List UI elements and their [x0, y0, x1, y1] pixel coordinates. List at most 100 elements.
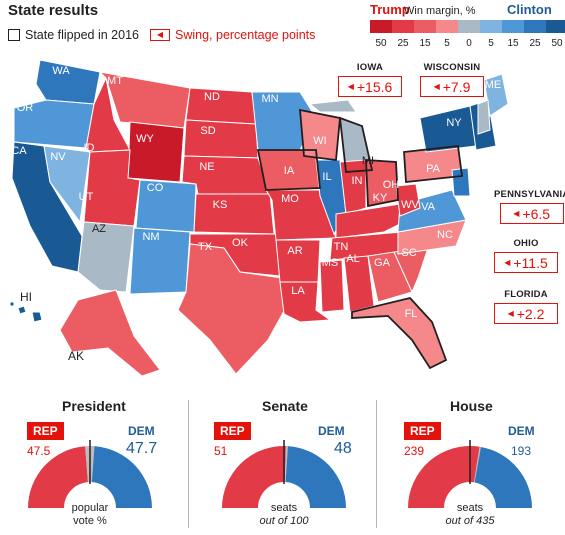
state-label-ak: AK — [68, 349, 84, 363]
president-dem-value: 47.7 — [126, 440, 158, 457]
state-label-va: VA — [421, 201, 436, 213]
swing-arrow-icon: ◀ — [150, 29, 170, 41]
state-label-al: AL — [346, 253, 359, 265]
state-label-id: ID — [84, 142, 95, 154]
senate-rep-tag: REP — [214, 422, 251, 440]
house-caption-2: out of 435 — [445, 515, 495, 527]
scale-swatch — [458, 20, 480, 33]
state-label-la: LA — [291, 285, 305, 297]
win-margin-ticks: 50 25 15 5 0 5 15 25 50 — [370, 38, 562, 50]
state-label-nc: NC — [437, 229, 453, 241]
senate-caption: seats out of 100 — [244, 502, 324, 528]
swing-wisconsin-value: +7.9 — [442, 78, 471, 95]
state-label-me: ME — [485, 79, 502, 91]
swing-iowa-label: IOWA — [356, 62, 384, 73]
swing-ohio: OHIO ◀ +11.5 — [494, 238, 558, 273]
state-label-tx: TX — [198, 241, 213, 253]
rep-arc — [408, 446, 480, 508]
scale-tick: 25 — [397, 38, 409, 49]
state-label-wv: WV — [401, 199, 419, 211]
clinton-label: Clinton — [507, 2, 552, 17]
scale-swatch — [480, 20, 502, 33]
house-rep-value: 239 — [404, 444, 425, 458]
swing-arrow-icon: ◀ — [433, 82, 440, 91]
state-nh — [477, 99, 491, 135]
state-label-pa: PA — [426, 163, 441, 175]
president-gauge — [28, 440, 152, 508]
state-label-wy: WY — [136, 133, 154, 145]
swing-arrow-icon: ◀ — [507, 309, 514, 318]
flipped-outlines — [256, 108, 464, 370]
state-label-nd: ND — [204, 91, 220, 103]
dem-arc — [285, 446, 346, 508]
senate-dem-tag: DEM — [318, 424, 345, 438]
state-co — [135, 179, 197, 233]
state-in — [339, 159, 367, 215]
scale-swatch — [392, 20, 414, 33]
house-caption-1: seats — [456, 502, 484, 514]
trump-label: Trump — [370, 2, 410, 17]
swing-florida-value: +2.2 — [516, 305, 545, 322]
swing-arrow-icon: ◀ — [504, 258, 511, 267]
state-label-mo: MO — [281, 193, 299, 205]
state-label-mt: MT — [107, 75, 123, 87]
swing-pennsylvania-value: +6.5 — [522, 205, 551, 222]
state-label-ca: CA — [11, 145, 27, 157]
swing-pennsylvania: PENNSYLVANIA ◀ +6.5 — [494, 189, 565, 224]
state-nj-md — [451, 167, 471, 197]
win-margin-scale — [370, 20, 565, 33]
swing-florida-value-box: ◀ +2.2 — [494, 303, 558, 324]
state-tx — [177, 243, 291, 375]
rep-arc — [28, 446, 88, 508]
state-label-fl: FL — [405, 308, 418, 320]
house-dem-value: 193 — [511, 444, 532, 458]
state-label-ok: OK — [232, 237, 249, 249]
scale-tick: 5 — [444, 38, 450, 49]
state-label-mn: MN — [261, 93, 278, 105]
scale-swatch — [546, 20, 565, 33]
house-title: House — [450, 398, 493, 414]
swing-wisconsin: WISCONSIN ◀ +7.9 — [420, 62, 484, 97]
swing-ohio-value: +11.5 — [513, 254, 548, 271]
state-label-ar: AR — [287, 245, 302, 257]
state-label-mi: MI — [362, 155, 374, 167]
legend-swing: ◀ Swing, percentage points — [150, 28, 315, 42]
scale-swatch — [502, 20, 524, 33]
senate-rep-value: 51 — [214, 444, 228, 458]
swing-ohio-label: OHIO — [513, 238, 539, 249]
scale-tick: 5 — [488, 38, 494, 49]
house-gauge — [408, 440, 532, 508]
state-label-ks: KS — [213, 199, 228, 211]
other-arc — [284, 446, 288, 483]
scale-swatch — [414, 20, 436, 33]
us-map: WA OR CA NV ID MT WY UT AZ CO NM ND SD NE KS OK TX MN IA MO… — [9, 59, 509, 377]
dem-arc — [91, 446, 152, 508]
state-label-nv: NV — [50, 151, 66, 163]
state-label-in: IN — [352, 175, 363, 187]
state-wv — [395, 183, 421, 217]
president-title: President — [62, 398, 126, 414]
state-nd — [185, 87, 257, 125]
win-margin-label: Win margin, % — [404, 5, 476, 17]
legend-swing-label: Swing, percentage points — [175, 28, 316, 42]
state-ak — [59, 289, 161, 377]
president-rep-tag: REP — [27, 422, 64, 440]
scale-tick: 25 — [529, 38, 541, 49]
swing-florida-label: FLORIDA — [504, 289, 548, 300]
senate-caption-2: out of 100 — [259, 515, 309, 527]
president-dem-tag: DEM — [128, 424, 155, 438]
swing-iowa-value: +15.6 — [356, 78, 393, 95]
state-label-or: OR — [17, 102, 34, 114]
state-label-wi: WI — [313, 135, 326, 147]
state-label-ne: NE — [199, 161, 214, 173]
state-label-ut: UT — [79, 191, 94, 203]
dem-arc — [474, 446, 532, 508]
scale-swatch — [524, 20, 546, 33]
state-hi — [9, 301, 43, 323]
chart-title: State results — [8, 2, 99, 19]
swing-arrow-icon: ◀ — [513, 209, 520, 218]
state-label-ia: IA — [284, 165, 295, 177]
state-sd — [183, 119, 259, 159]
state-label-sc: SC — [401, 247, 416, 259]
panel-divider — [188, 400, 189, 528]
